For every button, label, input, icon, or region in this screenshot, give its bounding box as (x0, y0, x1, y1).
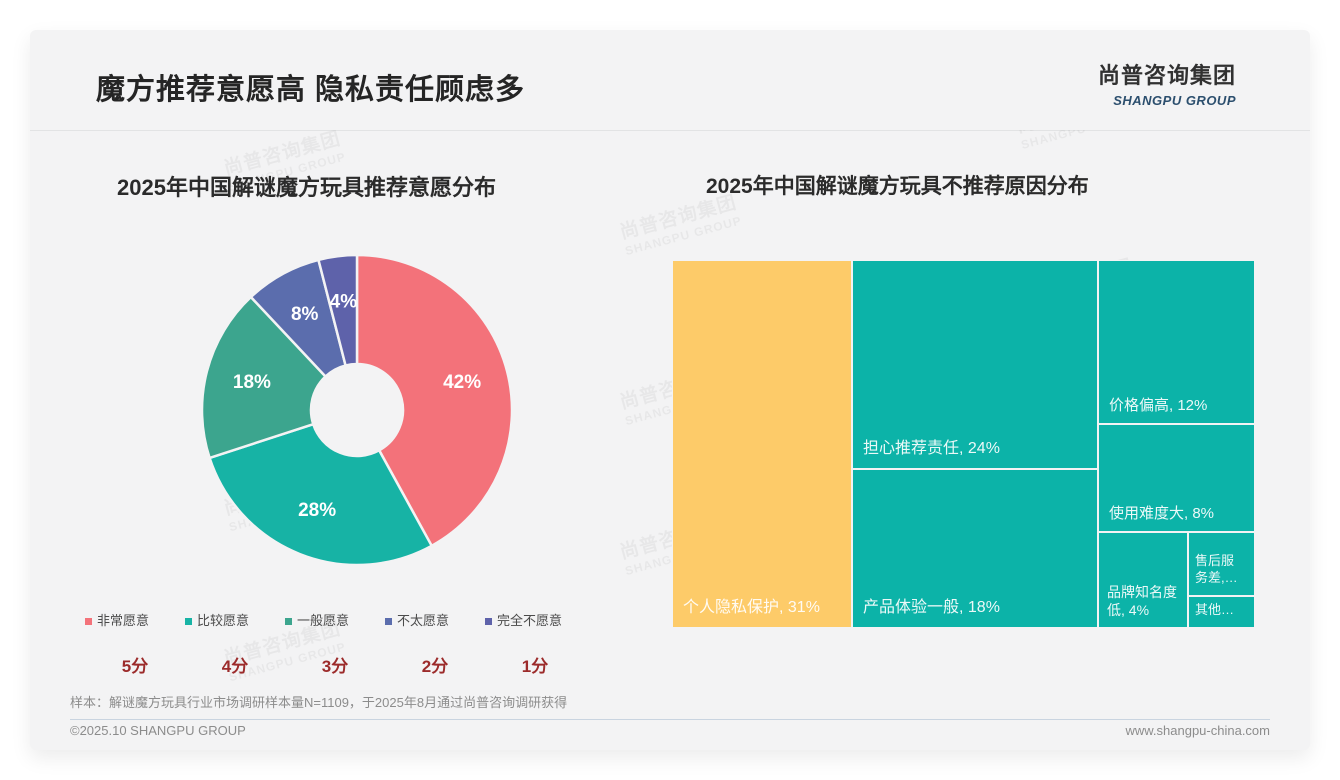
svg-text:4%: 4% (330, 291, 358, 312)
svg-text:28%: 28% (298, 500, 336, 521)
svg-text:18%: 18% (233, 372, 271, 393)
svg-text:8%: 8% (291, 304, 319, 325)
svg-text:42%: 42% (443, 372, 481, 393)
